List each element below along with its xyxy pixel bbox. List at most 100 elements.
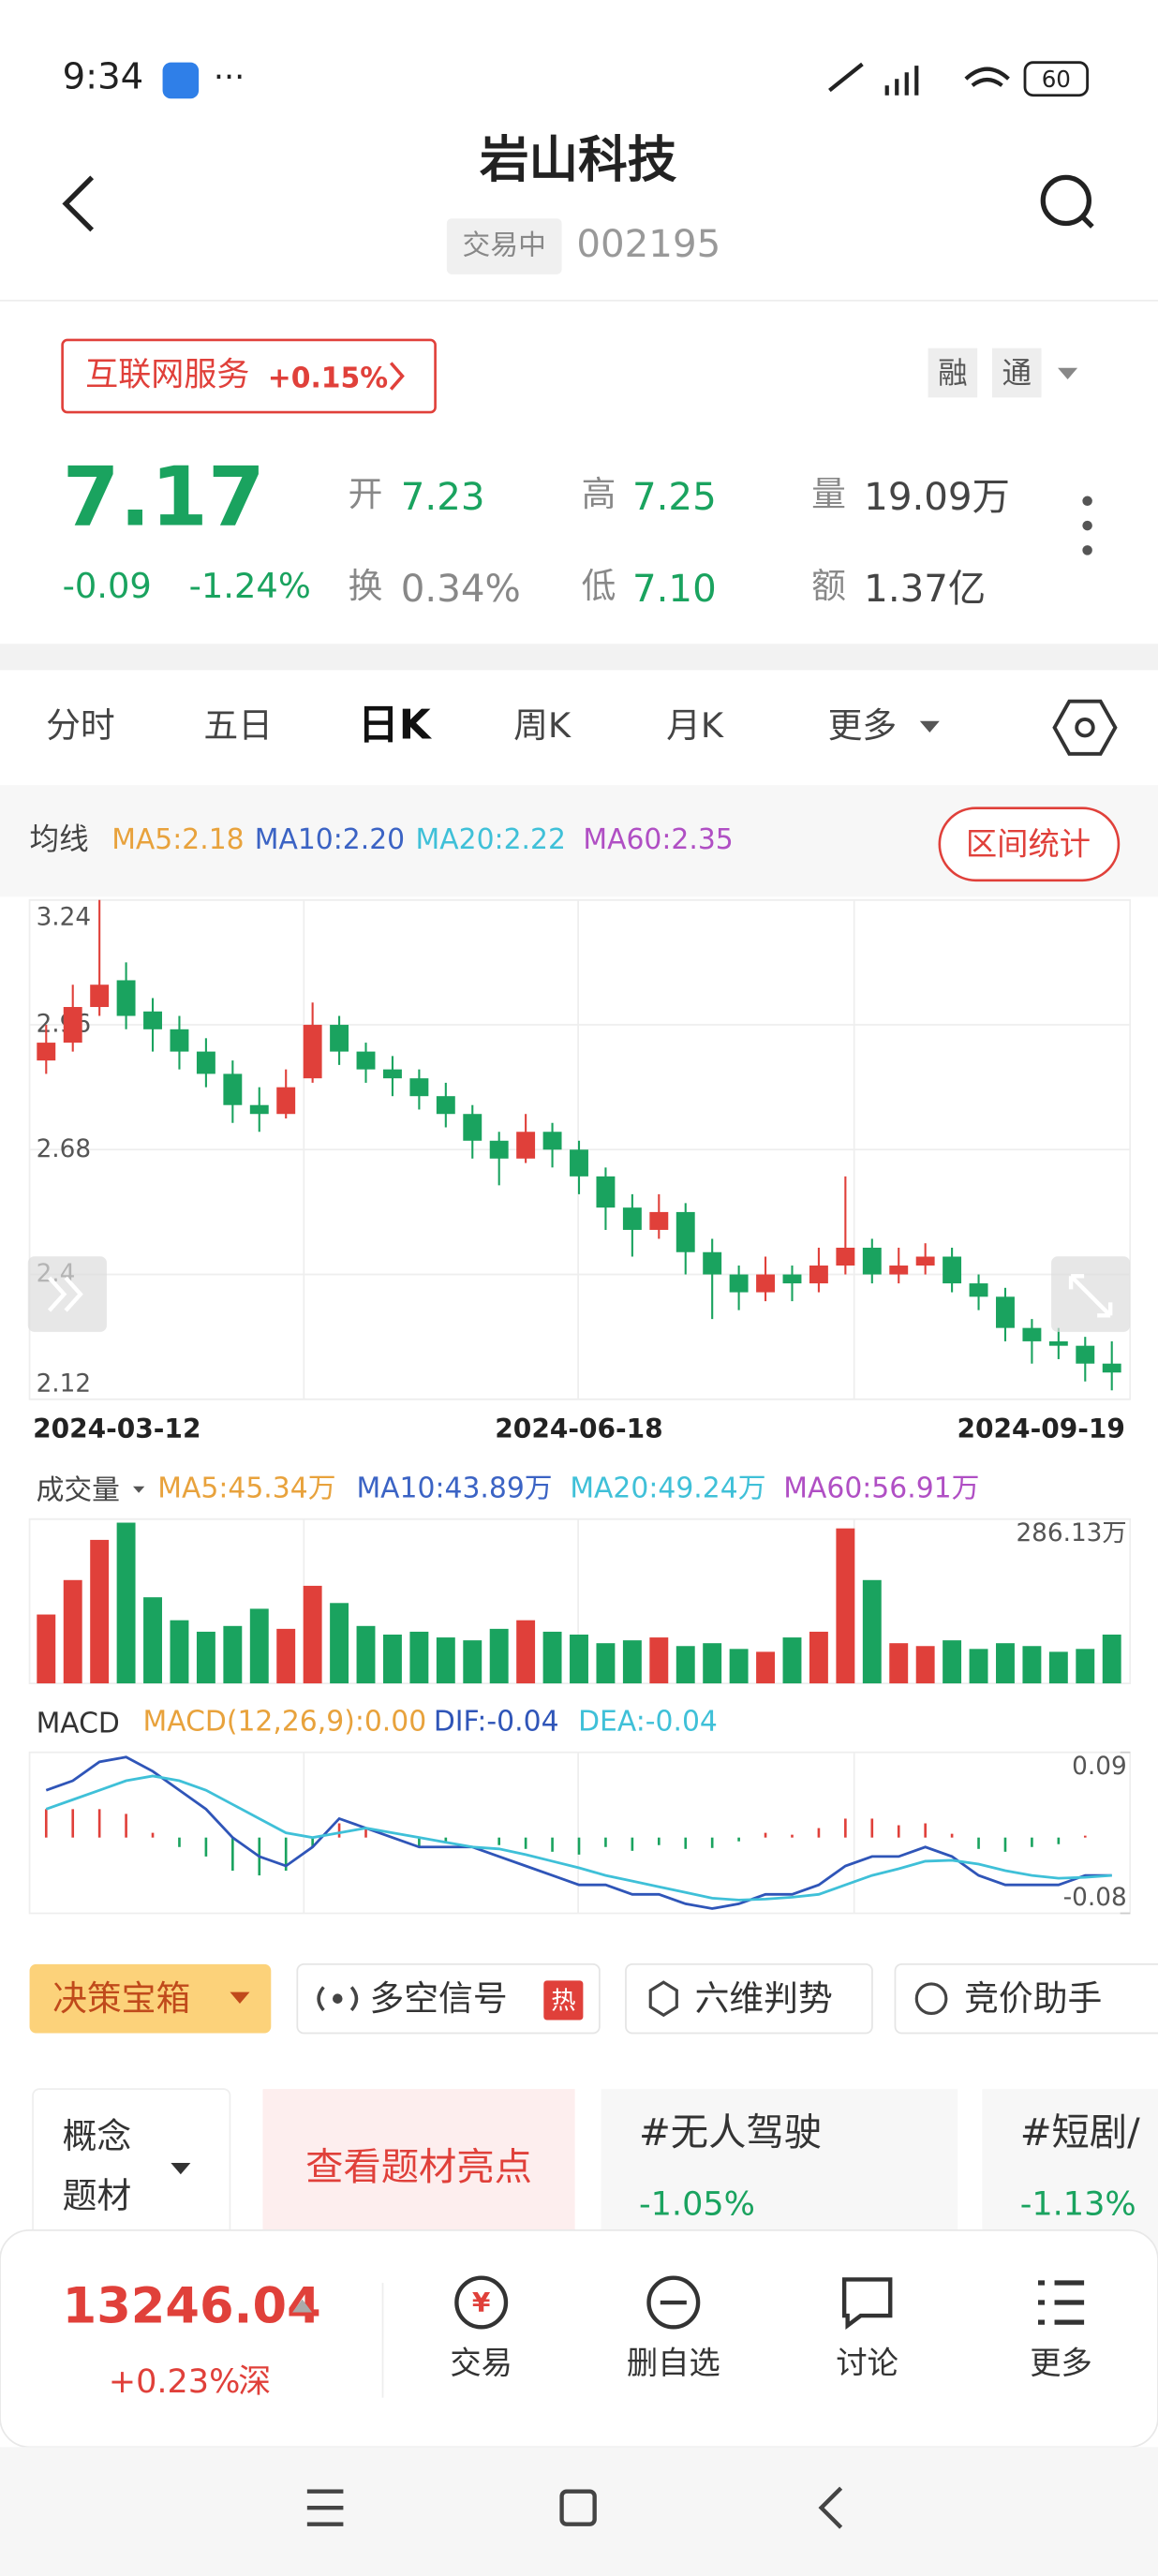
y-tick-label: -0.08: [1063, 1884, 1127, 1912]
scroll-left[interactable]: [27, 1256, 107, 1332]
candle-body: [915, 1256, 935, 1266]
stock-code: 002195: [576, 222, 720, 266]
more-menu[interactable]: [1082, 496, 1092, 555]
tab[interactable]: 周K: [513, 705, 572, 746]
stat-value: 7.23: [401, 475, 485, 519]
candle-body: [836, 1247, 855, 1266]
charts: 3.242.962.682.42.122024-03-122024-06-182…: [29, 898, 1131, 1915]
candle-body: [862, 1247, 882, 1275]
action-label[interactable]: 删自选: [627, 2345, 720, 2381]
y-tick-label: 2.68: [37, 1135, 92, 1163]
topic-card[interactable]: [601, 2089, 958, 2254]
volume-bar: [37, 1614, 56, 1684]
candle-body: [436, 1096, 455, 1115]
action-label[interactable]: 讨论: [836, 2345, 898, 2381]
fullscreen-icon: [1068, 1274, 1113, 1318]
macd-value: MACD(12,26,9):0.00: [143, 1706, 427, 1739]
settings-button[interactable]: [1052, 699, 1118, 756]
macd-title: MACD: [37, 1707, 120, 1740]
nav-home[interactable]: [559, 2489, 597, 2526]
candle-body: [356, 1051, 376, 1070]
tab[interactable]: 五日: [203, 705, 273, 746]
search-button[interactable]: [1040, 174, 1091, 227]
nav-menu[interactable]: [306, 2489, 344, 2526]
volume-bar: [1048, 1651, 1068, 1684]
volume-bar: [516, 1620, 536, 1684]
candle-body: [1022, 1327, 1042, 1341]
tool-icon: [648, 1980, 678, 2018]
topic-name: #无人驾驶: [639, 2110, 822, 2154]
volume-bar: [90, 1539, 110, 1684]
volume-bar: [542, 1631, 562, 1684]
status-badge: [446, 218, 562, 274]
stat-label: 量: [811, 474, 846, 514]
candle-body: [676, 1211, 695, 1252]
tool-button[interactable]: [625, 1963, 873, 2035]
tool-button[interactable]: [894, 1963, 1158, 2035]
action-label[interactable]: 更多: [1030, 2345, 1092, 2381]
dropdown-arrow[interactable]: [1058, 367, 1078, 380]
badge-text: 融: [938, 357, 968, 391]
candle-body: [703, 1251, 722, 1275]
volume-bar: [489, 1628, 509, 1684]
tool-icon: [317, 1986, 359, 2012]
volume-ma: MA60:56.91万: [783, 1473, 979, 1505]
candle-body: [1076, 1345, 1095, 1364]
candle-body: [516, 1132, 536, 1159]
tab[interactable]: 分时: [46, 705, 115, 746]
volume-bar: [570, 1634, 588, 1684]
action-icon: [841, 2277, 893, 2330]
action-label[interactable]: 交易: [450, 2345, 512, 2381]
candle-body: [649, 1211, 669, 1230]
tab[interactable]: 更多: [828, 705, 898, 746]
candle-body: [622, 1207, 642, 1230]
candle-body: [889, 1266, 909, 1275]
tab-active[interactable]: 日K: [358, 702, 433, 749]
stat-label: 高: [582, 474, 616, 514]
stat-label: 额: [811, 566, 846, 606]
price-change: -0.09: [63, 566, 152, 606]
topic-card[interactable]: [982, 2089, 1158, 2254]
candle-body: [729, 1274, 749, 1293]
x-tick-label: 2024-06-18: [495, 1414, 662, 1444]
tab[interactable]: 月K: [666, 705, 724, 746]
trade-status: 交易中: [463, 229, 546, 262]
sector-tag[interactable]: [61, 338, 437, 414]
volume-bar: [996, 1643, 1015, 1684]
volume-bar: [116, 1522, 136, 1684]
candle-body: [143, 1011, 162, 1029]
tool-label: 决策宝箱: [52, 1978, 190, 2019]
tool-button[interactable]: [296, 1963, 601, 2035]
topic-highlight[interactable]: [262, 2089, 575, 2254]
index-market: 深: [238, 2362, 271, 2401]
candle-body: [570, 1149, 588, 1177]
nav-back[interactable]: [818, 2486, 843, 2529]
stat-value: 7.10: [632, 567, 717, 611]
price: 7.17: [63, 449, 265, 544]
candle-body: [223, 1073, 243, 1105]
ma-value: MA10:2.20: [255, 823, 405, 856]
candle-body: [409, 1078, 429, 1097]
volume-bar: [969, 1649, 988, 1684]
candle-body: [1048, 1340, 1068, 1346]
ma-value: MA20:2.22: [416, 823, 566, 856]
stat-label: 换: [349, 566, 383, 606]
range-stats-button[interactable]: [938, 807, 1121, 882]
topic-menu-label: 题材: [63, 2175, 132, 2215]
y-tick-label: 0.09: [1072, 1753, 1127, 1781]
candle-body: [943, 1256, 962, 1284]
volume-title: 成交量: [37, 1473, 120, 1506]
candle-body: [37, 1043, 56, 1061]
candle-body: [996, 1296, 1015, 1328]
tool-button[interactable]: [29, 1963, 272, 2034]
back-button[interactable]: [62, 175, 95, 232]
topic-menu[interactable]: [32, 2088, 231, 2255]
spacer: [0, 644, 1158, 671]
candle-body: [303, 1025, 322, 1079]
topic-menu-label: 概念: [63, 2116, 132, 2156]
y-tick-label: 2.12: [37, 1370, 92, 1399]
volume-bar: [223, 1625, 243, 1684]
stat-label: 开: [349, 474, 383, 514]
tool-label: 六维判势: [695, 1978, 833, 2019]
